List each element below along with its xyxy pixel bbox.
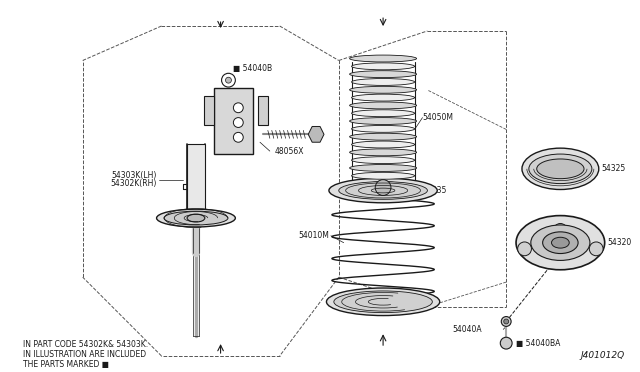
Text: 54303K(LH): 54303K(LH) [111,171,157,180]
Text: ■ 54040B: ■ 54040B [234,64,273,73]
Circle shape [375,180,391,195]
Text: 54302K(RH): 54302K(RH) [110,179,157,188]
Ellipse shape [349,133,417,140]
Text: 54010M: 54010M [298,231,329,240]
Ellipse shape [351,157,415,164]
Ellipse shape [349,102,417,109]
Ellipse shape [364,182,403,193]
Circle shape [225,77,232,83]
Text: IN ILLUSTRATION ARE INCLUDED: IN ILLUSTRATION ARE INCLUDED [23,350,146,359]
Ellipse shape [187,214,205,222]
Text: 48056X: 48056X [275,147,304,155]
Ellipse shape [543,232,578,254]
Circle shape [500,337,512,349]
Text: 54040A: 54040A [452,325,481,334]
Text: 54035: 54035 [422,186,447,195]
Text: 54050M: 54050M [422,113,454,122]
Ellipse shape [349,86,417,93]
Circle shape [554,224,567,237]
Text: IN PART CODE 54302K& 54303K.: IN PART CODE 54302K& 54303K. [23,340,148,349]
Ellipse shape [522,148,599,189]
Ellipse shape [349,55,417,62]
Circle shape [221,73,236,87]
Bar [187,144,205,213]
Ellipse shape [349,149,417,156]
Circle shape [501,317,511,326]
Bar [204,96,214,125]
Ellipse shape [334,291,433,312]
Circle shape [589,242,603,256]
Ellipse shape [351,78,415,86]
Ellipse shape [531,225,590,260]
Text: ■ 54040BA: ■ 54040BA [516,339,561,348]
Polygon shape [308,126,324,142]
Ellipse shape [157,209,236,227]
Circle shape [234,132,243,142]
Ellipse shape [516,216,605,270]
Circle shape [234,103,243,113]
Ellipse shape [164,211,228,225]
Ellipse shape [351,141,415,148]
Text: 54325: 54325 [602,164,626,173]
Text: J401012Q: J401012Q [580,351,625,360]
Ellipse shape [329,178,437,203]
Ellipse shape [351,172,415,179]
Ellipse shape [339,182,428,199]
Ellipse shape [349,71,417,78]
Circle shape [504,319,509,324]
Ellipse shape [351,125,415,132]
Text: THE PARTS MARKED ■: THE PARTS MARKED ■ [23,360,109,369]
Ellipse shape [351,94,415,101]
Ellipse shape [529,154,592,184]
Bar [214,88,253,154]
Ellipse shape [537,159,584,179]
Circle shape [234,118,243,128]
Ellipse shape [349,118,417,125]
Text: 54320: 54320 [607,238,632,247]
Ellipse shape [552,237,569,248]
Ellipse shape [351,110,415,117]
Ellipse shape [349,164,417,171]
Bar [258,96,268,125]
Ellipse shape [326,288,440,315]
Ellipse shape [351,63,415,70]
Circle shape [518,242,531,256]
